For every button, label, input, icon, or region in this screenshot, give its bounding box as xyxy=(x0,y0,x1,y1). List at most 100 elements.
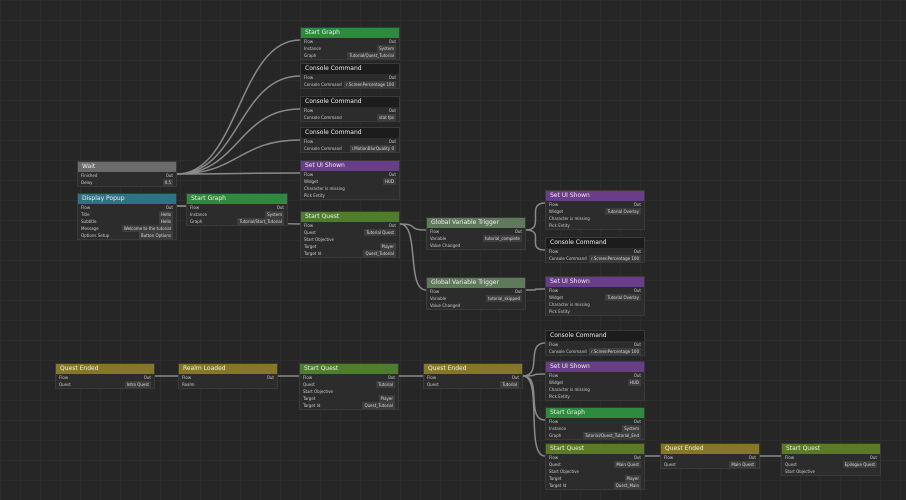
node[interactable]: Console Command Flow Out Console Command r.S… xyxy=(545,237,645,263)
row-value: tutorial_complete xyxy=(482,235,522,242)
row-label: Variable xyxy=(430,296,447,301)
node-row: Flow Out xyxy=(301,74,399,81)
node[interactable]: Realm Loaded Flow Out Realm xyxy=(178,363,278,389)
node[interactable]: Wait Finished Out Delay 0.5 xyxy=(77,161,177,187)
node[interactable]: Console Command Flow Out Console Command r.M… xyxy=(300,127,400,153)
row-label: Quest xyxy=(785,462,797,467)
edge xyxy=(399,223,427,231)
row-label: Target Id xyxy=(549,483,567,488)
node-row: Widget Tutorial Overlay xyxy=(546,208,644,215)
row-value: Quest_Tutorial xyxy=(363,250,396,257)
node-row: Pick Entity xyxy=(546,393,644,400)
node-row: Pick Entity xyxy=(546,308,644,315)
row-value: Main Quest xyxy=(614,461,641,468)
edge xyxy=(176,75,301,175)
node[interactable]: Quest Ended Flow Out Quest Main Quest xyxy=(660,443,760,469)
row-label: Pick Entity xyxy=(304,193,325,198)
row-label: Realm xyxy=(182,382,195,387)
node-title: Console Command xyxy=(546,238,644,248)
node[interactable]: Start Quest Flow Out Quest Main Quest Start O… xyxy=(545,443,645,490)
row-value: Out xyxy=(143,375,151,380)
row-value: stat fps xyxy=(377,114,396,121)
node[interactable]: Console Command Flow Out Console Command sta… xyxy=(300,96,400,122)
row-value: HUD xyxy=(627,379,641,386)
row-value: Epilogue Quest xyxy=(842,461,877,468)
node-title: Console Command xyxy=(301,128,399,138)
node-row: Instance System xyxy=(301,45,399,52)
node-row: Quest Intro Quest xyxy=(56,381,154,388)
node-title: Console Command xyxy=(301,97,399,107)
node[interactable]: Start Graph Flow Out Instance System Graph Tut… xyxy=(545,407,645,440)
row-label: Widget xyxy=(549,380,564,385)
node-title: Set UI Shown xyxy=(546,277,644,287)
node[interactable]: Set UI Shown Flow Out Widget HUD Character is… xyxy=(300,160,400,200)
node-row: Widget HUD xyxy=(546,379,644,386)
row-value: Quest_Main xyxy=(613,482,641,489)
node[interactable]: Quest Ended Flow Out Quest Tutorial xyxy=(423,363,523,389)
edge xyxy=(522,375,546,457)
row-label: Quest xyxy=(304,230,316,235)
row-label: Graph xyxy=(190,219,203,224)
node[interactable]: Start Graph Flow Out Instance System Graph Tut… xyxy=(300,27,400,60)
node-row: Widget Tutorial Overlay xyxy=(546,294,644,301)
row-value: Out xyxy=(633,455,641,460)
row-value: Tutorial/Quest_Tutorial xyxy=(347,52,396,59)
node[interactable]: Start Quest Flow Out Quest Tutorial Start Obj… xyxy=(299,363,399,410)
row-label: Target xyxy=(549,476,562,481)
row-label: Quest xyxy=(549,462,561,467)
node-row: Flow Out xyxy=(300,374,398,381)
row-value: Tutorial Overlay xyxy=(605,208,641,215)
node-row: Target Player xyxy=(300,395,398,402)
node-row: Target Player xyxy=(301,243,399,250)
row-value: Hello xyxy=(158,218,173,225)
row-label: Start Objective xyxy=(785,469,816,474)
node[interactable]: Set UI Shown Flow Out Widget HUD Character is… xyxy=(545,361,645,401)
row-value: Out xyxy=(633,342,641,347)
node-row: Flow Out xyxy=(78,204,176,211)
node[interactable]: Console Command Flow Out Console Command r.S… xyxy=(300,63,400,89)
row-label: Finished xyxy=(81,173,98,178)
node-row: Value Changed xyxy=(427,302,525,309)
row-value: Out xyxy=(388,223,396,228)
node-row: Realm xyxy=(179,381,277,388)
node-row: Start Objective xyxy=(300,388,398,395)
row-label: Instance xyxy=(549,426,567,431)
row-label: Widget xyxy=(304,179,319,184)
node[interactable]: Global Variable Trigger Flow Out Variable tu… xyxy=(426,217,526,250)
node[interactable]: Start Graph Flow Out Instance System Graph Tut… xyxy=(186,193,288,226)
row-label: Flow xyxy=(427,375,437,380)
node-row: Widget HUD xyxy=(301,178,399,185)
row-label: Instance xyxy=(304,46,322,51)
node[interactable]: Set UI Shown Flow Out Widget Tutorial Overla… xyxy=(545,276,645,316)
node-row: Start Objective xyxy=(301,236,399,243)
node[interactable]: Display Popup Flow Out Title Hello Subtitle He… xyxy=(77,193,177,240)
row-value: HUD xyxy=(382,178,396,185)
row-label: Flow xyxy=(304,75,314,80)
row-label: Flow xyxy=(785,455,795,460)
row-label: Target Id xyxy=(304,251,322,256)
row-label: Delay xyxy=(81,180,93,185)
node-row: Character is missing xyxy=(546,215,644,222)
row-label: Start Objective xyxy=(304,237,335,242)
node-title: Set UI Shown xyxy=(301,161,399,171)
node[interactable]: Global Variable Trigger Flow Out Variable tu… xyxy=(426,277,526,310)
node[interactable]: Console Command Flow Out Console Command r.S… xyxy=(545,330,645,356)
node-title: Start Quest xyxy=(300,364,398,374)
node-row: Flow Out xyxy=(301,38,399,45)
node[interactable]: Start Quest Flow Out Quest Tutorial Quest Sta… xyxy=(300,211,400,258)
row-value: Out xyxy=(633,249,641,254)
node[interactable]: Set UI Shown Flow Out Widget Tutorial Overla… xyxy=(545,190,645,230)
node-row: Variable tutorial_complete xyxy=(427,235,525,242)
row-value: Out xyxy=(748,455,756,460)
row-label: Start Objective xyxy=(549,469,580,474)
row-value: Out xyxy=(514,229,522,234)
node-title: Start Graph xyxy=(187,194,287,204)
node[interactable]: Start Quest Flow Out Quest Epilogue Quest Sta… xyxy=(781,443,881,476)
row-value: Player xyxy=(378,395,395,402)
node[interactable]: Quest Ended Flow Out Quest Intro Quest xyxy=(55,363,155,389)
node-row: Flow Out xyxy=(546,248,644,255)
row-label: Graph xyxy=(549,433,562,438)
row-value: Player xyxy=(379,243,396,250)
row-label: Flow xyxy=(81,205,91,210)
